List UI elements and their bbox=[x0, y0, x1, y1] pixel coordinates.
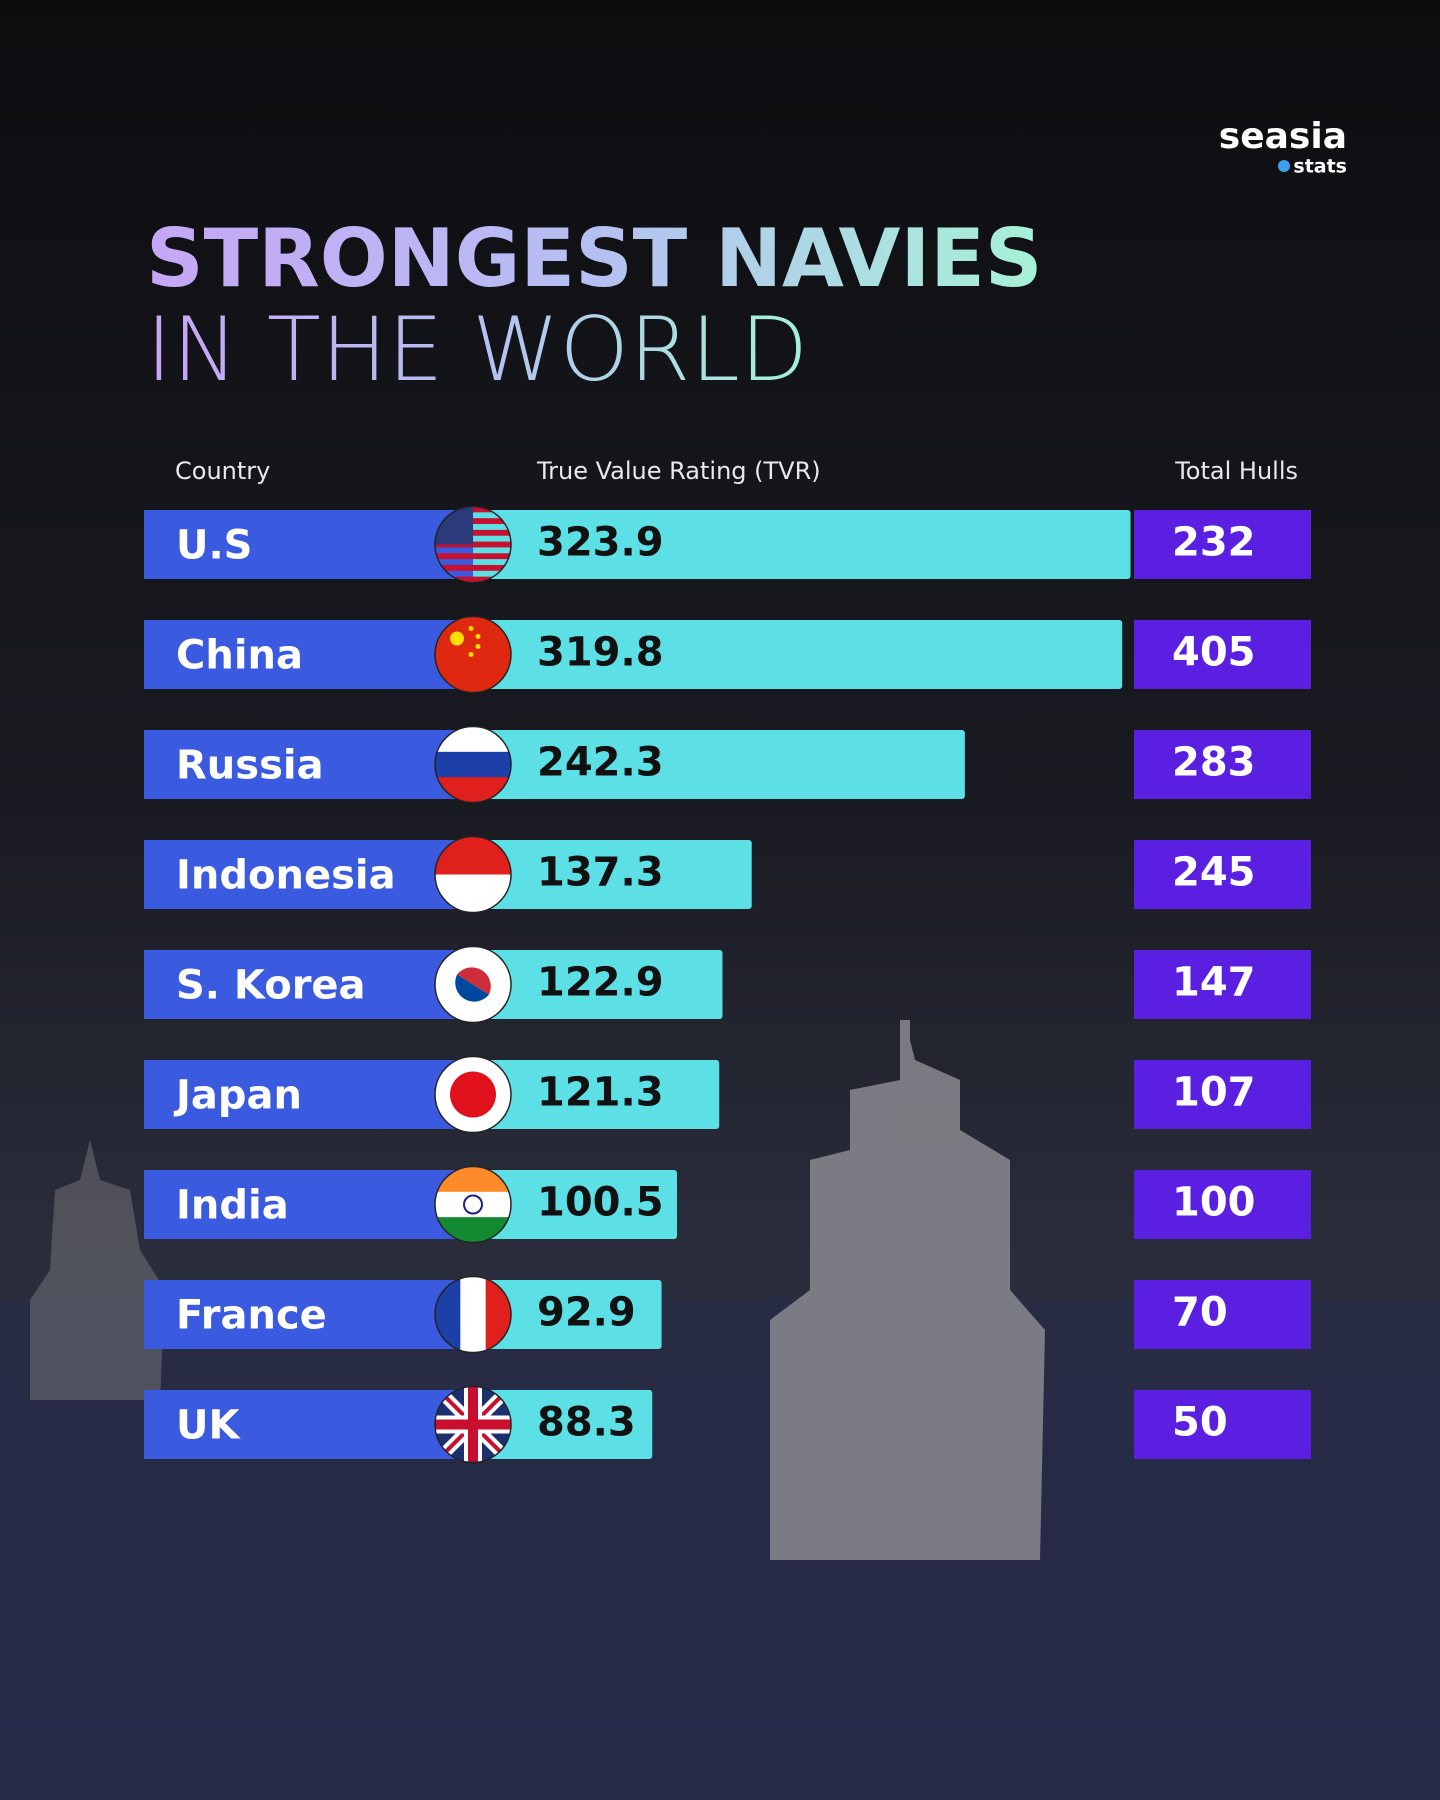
flag-star bbox=[468, 652, 474, 657]
flag-rim bbox=[434, 1165, 512, 1244]
flag-stripe bbox=[435, 553, 511, 560]
flag-rim bbox=[434, 1055, 512, 1134]
hulls-label: 100 bbox=[1172, 1180, 1256, 1226]
flag bbox=[435, 616, 511, 693]
hulls-box bbox=[1134, 1280, 1311, 1349]
bar bbox=[473, 1390, 653, 1459]
flag-star bbox=[468, 626, 474, 631]
column-header: True Value Rating (TVR) bbox=[536, 457, 821, 485]
hulls-label: 405 bbox=[1172, 630, 1256, 676]
brand-tag: stats bbox=[1293, 156, 1347, 178]
bar bbox=[473, 620, 1123, 689]
column-header: Country bbox=[175, 457, 270, 485]
value-label: 100.5 bbox=[537, 1180, 664, 1226]
flag-stripe bbox=[435, 751, 511, 779]
country-label: Russia bbox=[176, 743, 324, 789]
label-box bbox=[144, 730, 473, 799]
hulls-label: 107 bbox=[1172, 1070, 1256, 1116]
flag-stripe bbox=[435, 564, 511, 571]
country-label: UK bbox=[176, 1403, 241, 1449]
label-box bbox=[144, 950, 473, 1019]
flag-rim bbox=[434, 1275, 512, 1354]
hulls-box bbox=[1134, 730, 1311, 799]
flag-rim bbox=[434, 945, 512, 1024]
hulls-label: 283 bbox=[1172, 740, 1256, 786]
flag-rim bbox=[434, 615, 512, 694]
flag-cross bbox=[435, 1386, 511, 1463]
ship bbox=[770, 1020, 1045, 1560]
value-label: 92.9 bbox=[537, 1290, 636, 1336]
bar bbox=[473, 730, 965, 799]
bar bbox=[473, 840, 752, 909]
flag-stripe bbox=[460, 1276, 487, 1353]
country-label: U.S bbox=[176, 523, 252, 569]
value-label: 88.3 bbox=[537, 1400, 636, 1446]
label-box bbox=[144, 1280, 473, 1349]
flag-star bbox=[475, 644, 481, 649]
value-label: 121.3 bbox=[537, 1070, 664, 1116]
hulls-box bbox=[1134, 1390, 1311, 1459]
flag-taegeuk bbox=[457, 967, 491, 995]
flag-rim bbox=[434, 1385, 512, 1464]
bar bbox=[473, 1060, 720, 1129]
flag-disc bbox=[450, 1071, 496, 1118]
flag bbox=[435, 946, 511, 1023]
label-box bbox=[144, 840, 473, 909]
value-label: 242.3 bbox=[537, 740, 664, 786]
hulls-label: 70 bbox=[1172, 1290, 1228, 1336]
country-label: France bbox=[176, 1293, 327, 1339]
sea bbox=[0, 1300, 1440, 1800]
label-box bbox=[144, 620, 473, 689]
flag-taegeuk bbox=[455, 974, 489, 1002]
flag-wheel bbox=[463, 1194, 483, 1215]
country-label: Indonesia bbox=[176, 853, 396, 899]
hulls-box bbox=[1134, 840, 1311, 909]
flag-rim bbox=[434, 835, 512, 914]
brand-dot bbox=[1278, 160, 1290, 172]
flag bbox=[435, 1386, 511, 1463]
country-label: India bbox=[176, 1183, 289, 1229]
flag-stripe bbox=[435, 576, 511, 583]
label-box bbox=[144, 1390, 473, 1459]
hulls-box bbox=[1134, 950, 1311, 1019]
flag-rim bbox=[434, 505, 512, 584]
hulls-label: 147 bbox=[1172, 960, 1256, 1006]
flag-star bbox=[475, 634, 481, 639]
value-label: 323.9 bbox=[537, 520, 664, 566]
chart-subtitle: IN THE WORLD bbox=[146, 298, 808, 401]
value-label: 319.8 bbox=[537, 630, 664, 676]
ship-far bbox=[30, 1140, 165, 1400]
flag-rim bbox=[434, 725, 512, 804]
chart-title: STRONGEST NAVIES bbox=[146, 212, 1042, 305]
flag bbox=[435, 1276, 511, 1353]
hulls-label: 232 bbox=[1172, 520, 1256, 566]
bar bbox=[473, 1170, 678, 1239]
bar bbox=[473, 510, 1131, 579]
column-header: Total Hulls bbox=[1174, 457, 1298, 485]
value-label: 137.3 bbox=[537, 850, 664, 896]
hulls-label: 50 bbox=[1172, 1400, 1228, 1446]
bar bbox=[473, 1280, 662, 1349]
country-label: China bbox=[176, 633, 303, 679]
flag-star bbox=[450, 631, 464, 646]
hulls-box bbox=[1134, 510, 1311, 579]
country-label: S. Korea bbox=[176, 963, 366, 1009]
label-box bbox=[144, 510, 473, 579]
country-label: Japan bbox=[173, 1073, 302, 1119]
label-box bbox=[144, 1170, 473, 1239]
bar bbox=[473, 950, 723, 1019]
hulls-box bbox=[1134, 1060, 1311, 1129]
flag bbox=[435, 1056, 511, 1133]
label-box bbox=[144, 1060, 473, 1129]
value-label: 122.9 bbox=[537, 960, 664, 1006]
hulls-label: 245 bbox=[1172, 850, 1256, 896]
brand-name: seasia bbox=[1219, 116, 1347, 157]
hulls-box bbox=[1134, 1170, 1311, 1239]
hulls-box bbox=[1134, 620, 1311, 689]
